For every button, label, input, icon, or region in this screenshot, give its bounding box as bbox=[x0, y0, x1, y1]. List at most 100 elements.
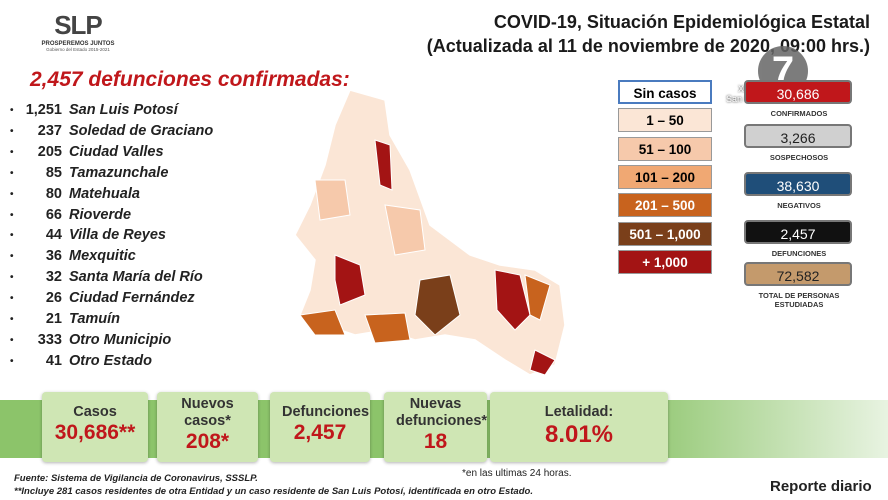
death-count: 1,251 bbox=[25, 102, 62, 118]
legend-item: 501 – 1,000 bbox=[618, 221, 712, 246]
bullet: • bbox=[10, 105, 14, 116]
summary-label: Nuevas defunciones* bbox=[396, 396, 488, 429]
death-count: 333 bbox=[37, 331, 62, 348]
summary-value: 208* bbox=[185, 430, 230, 453]
region bbox=[334, 254, 366, 306]
footer: Reporte diario bbox=[770, 478, 872, 495]
stat-value: 30,686 bbox=[744, 80, 852, 104]
summary-label: Defunciones bbox=[282, 404, 370, 420]
municipality: Ciudad Valles bbox=[69, 143, 164, 160]
list-row: • 41 Otro Estado bbox=[6, 353, 236, 373]
summary-value: 18 bbox=[423, 430, 448, 453]
death-count: 85 bbox=[45, 164, 62, 181]
logo-motto: PROSPEREMOS JUNTOS bbox=[41, 41, 115, 47]
stat-label: TOTAL DE PERSONAS ESTUDIADAS bbox=[758, 291, 840, 309]
note: *en las ultimas 24 horas. bbox=[462, 468, 572, 479]
title: COVID-19, Situación Epidemiológica Estat… bbox=[493, 12, 870, 32]
death-count: 41 bbox=[45, 352, 62, 369]
summary-value: 30,686** bbox=[54, 421, 136, 444]
region bbox=[529, 349, 556, 376]
death-count: 205 bbox=[37, 143, 62, 160]
bullet: • bbox=[10, 334, 14, 346]
municipality: Tamazunchale bbox=[69, 164, 169, 181]
summary-label: Nuevos casos* bbox=[181, 396, 234, 429]
region bbox=[414, 274, 461, 336]
list-row: • 85 Tamazunchale bbox=[6, 165, 236, 185]
municipality: Rioverde bbox=[69, 206, 132, 223]
municipality: Otro Estado bbox=[69, 352, 152, 369]
list-row: • 36 Mexquitic bbox=[6, 248, 236, 268]
list-row: • 32 Santa María del Río bbox=[6, 269, 236, 289]
bullet: • bbox=[10, 355, 14, 367]
municipality: Mexquitic bbox=[69, 248, 136, 265]
bullet: • bbox=[10, 167, 14, 179]
death-count: 26 bbox=[45, 290, 62, 307]
stat-label: NEGATIVOS bbox=[777, 201, 821, 210]
region bbox=[494, 269, 531, 331]
summary-card: Nuevas defunciones* 18 bbox=[384, 392, 487, 462]
municipality: Tamuín bbox=[69, 311, 121, 327]
legend-item: 201 – 500 bbox=[618, 193, 712, 218]
list-row: • 44 Villa de Reyes bbox=[6, 227, 236, 247]
bullet: • bbox=[10, 209, 14, 221]
footnote: Fuente: Sistema de Vigilancia de Coronav… bbox=[14, 473, 258, 484]
municipality: Santa María del Río bbox=[69, 269, 203, 286]
region bbox=[384, 204, 426, 256]
legend-item: 51 – 100 bbox=[618, 136, 712, 161]
stat-label: DEFUNCIONES bbox=[771, 249, 827, 258]
bullet: • bbox=[10, 251, 14, 263]
stat-value: 72,582 bbox=[744, 262, 852, 286]
death-count: 44 bbox=[45, 227, 62, 244]
map bbox=[294, 89, 566, 376]
list-row: • 237 Soledad de Graciano bbox=[6, 123, 236, 143]
bullet: • bbox=[10, 314, 14, 325]
legend-item: + 1,000 bbox=[618, 249, 712, 274]
municipality: Ciudad Fernández bbox=[69, 290, 195, 307]
logo: SLP PROSPEREMOS JUNTOS Gobierno del Esta… bbox=[38, 10, 118, 52]
death-count: 36 bbox=[45, 248, 62, 265]
legend-item: 1 – 50 bbox=[618, 108, 712, 133]
municipality: San Luis Potosí bbox=[69, 102, 178, 118]
summary-card: Casos 30,686** bbox=[42, 392, 148, 462]
logo-text: SLP bbox=[54, 10, 103, 40]
region bbox=[299, 309, 346, 336]
death-count: 32 bbox=[45, 269, 62, 286]
list-row: • 205 Ciudad Valles bbox=[6, 144, 236, 164]
bullet: • bbox=[10, 293, 14, 305]
death-count: 66 bbox=[45, 206, 62, 223]
list-row: • 66 Rioverde bbox=[6, 207, 236, 227]
stat-label: SOSPECHOSOS bbox=[769, 153, 829, 162]
stat-label: CONFIRMADOS bbox=[770, 109, 828, 118]
logo-sub: Gobierno del Estado 2015-2021 bbox=[46, 47, 110, 52]
death-count: 80 bbox=[45, 185, 62, 202]
municipality: Villa de Reyes bbox=[69, 227, 166, 244]
list-row: • 1,251 San Luis Potosí bbox=[6, 102, 236, 122]
summary-label: Letalidad: bbox=[544, 404, 614, 420]
legend-item: 101 – 200 bbox=[618, 164, 712, 189]
municipality: Matehuala bbox=[69, 185, 140, 202]
municipality: Otro Municipio bbox=[69, 331, 172, 348]
footnote: **Incluye 281 casos residentes de otra E… bbox=[14, 486, 533, 497]
death-count: 21 bbox=[45, 311, 62, 327]
death-count: 237 bbox=[37, 122, 62, 139]
list-row: • 333 Otro Municipio bbox=[6, 332, 236, 352]
region bbox=[524, 274, 551, 321]
region bbox=[314, 179, 351, 221]
bullet: • bbox=[10, 272, 14, 284]
region bbox=[364, 312, 411, 344]
region bbox=[374, 139, 393, 191]
summary-card: Nuevos casos* 208* bbox=[157, 392, 258, 462]
stat-value: 38,630 bbox=[744, 172, 852, 196]
stat-value: 3,266 bbox=[744, 124, 852, 148]
list-row: • 26 Ciudad Fernández bbox=[6, 290, 236, 310]
headline: 2,457 defunciones confirmadas: bbox=[30, 68, 350, 91]
list-row: • 80 Matehuala bbox=[6, 186, 236, 206]
legend-item: Sin casos bbox=[618, 80, 712, 104]
subtitle: (Actualizada al 11 de noviembre de 2020,… bbox=[426, 36, 870, 56]
bullet: • bbox=[10, 230, 14, 242]
municipality: Soledad de Graciano bbox=[69, 122, 214, 139]
bullet: • bbox=[10, 188, 14, 200]
summary-value: 8.01% bbox=[544, 421, 614, 448]
summary-value: 2,457 bbox=[293, 421, 347, 444]
